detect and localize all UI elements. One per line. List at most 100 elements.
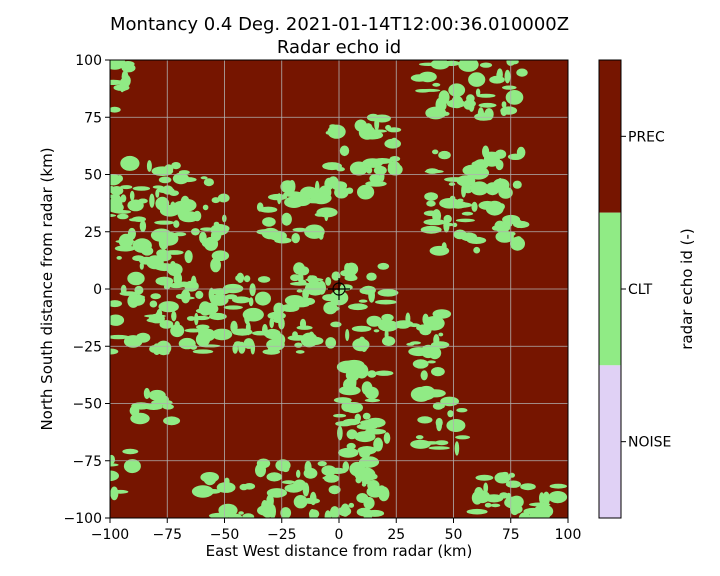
clt-patch: [362, 158, 383, 168]
clt-patch: [293, 495, 308, 509]
clt-patch: [184, 328, 203, 333]
clt-patch: [210, 288, 230, 295]
clt-patch: [131, 216, 146, 222]
clt-patch: [355, 476, 362, 484]
clt-patch: [171, 162, 181, 170]
clt-patch: [464, 189, 472, 194]
clt-patch: [307, 275, 318, 281]
clt-patch: [410, 439, 431, 449]
x-tick-label: −75: [152, 527, 182, 543]
x-axis-label: East West distance from radar (km): [206, 542, 473, 560]
clt-patch: [266, 338, 285, 351]
clt-patch: [516, 146, 526, 159]
clt-patch: [120, 155, 140, 171]
clt-patch: [471, 201, 478, 212]
clt-patch: [321, 465, 337, 476]
clt-patch: [130, 412, 150, 425]
clt-patch: [372, 179, 379, 186]
clt-patch: [113, 210, 132, 214]
clt-patch: [268, 193, 288, 201]
x-axis: −100 −75 −50 −25 0 25 50 75 100: [91, 518, 581, 543]
clt-patch: [173, 272, 183, 286]
clt-patch: [420, 225, 442, 234]
clt-patch: [476, 93, 496, 98]
clt-patch: [361, 482, 367, 487]
clt-patch: [349, 461, 366, 477]
clt-patch: [485, 182, 500, 196]
clt-region: [410, 60, 528, 121]
clt-patch: [317, 461, 327, 467]
clt-patch: [454, 441, 460, 456]
clt-patch: [150, 228, 173, 242]
colorbar-swatch-clt: [599, 212, 621, 366]
clt-patch: [337, 425, 343, 441]
clt-patch: [417, 416, 433, 424]
clt-patch: [122, 448, 139, 455]
x-tick-label: 50: [445, 527, 463, 543]
clt-patch: [198, 301, 212, 316]
clt-patch: [428, 446, 450, 450]
clt-patch: [317, 280, 327, 295]
clt-patch: [442, 111, 450, 116]
clt-patch: [149, 193, 155, 208]
clt-patch: [342, 418, 361, 426]
clt-patch: [150, 293, 161, 300]
clt-patch: [483, 482, 489, 494]
clt-patch: [345, 329, 350, 341]
colorbar-swatch-noise: [599, 365, 621, 518]
clt-patch: [158, 176, 172, 184]
clt-patch: [362, 412, 371, 420]
clt-patch: [303, 467, 318, 479]
clt-patch: [435, 97, 444, 112]
clt-patch: [382, 336, 396, 347]
clt-patch: [504, 496, 522, 509]
clt-patch: [365, 509, 385, 517]
clt-patch: [283, 191, 304, 198]
clt-patch: [510, 236, 525, 251]
clt-patch: [242, 513, 255, 518]
clt-patch: [468, 72, 486, 87]
clt-patch: [151, 166, 174, 176]
clt-patch: [471, 491, 483, 505]
clt-patch: [518, 512, 531, 518]
clt-patch: [154, 220, 175, 225]
clt-patch: [148, 389, 166, 401]
clt-patch: [238, 341, 246, 354]
clt-patch: [393, 320, 414, 328]
clt-patch: [256, 458, 271, 469]
clt-patch: [225, 294, 238, 300]
clt-patch: [308, 509, 320, 518]
clt-patch: [478, 200, 497, 210]
clt-patch: [324, 510, 332, 518]
colorbar-label-prec: PREC: [628, 129, 665, 145]
clt-patch: [387, 127, 402, 133]
clt-patch: [351, 375, 357, 389]
clt-patch: [156, 187, 175, 194]
y-tick-label: −50: [72, 397, 102, 413]
clt-patch: [379, 170, 385, 182]
clt-patch: [157, 254, 170, 258]
clt-region: [191, 472, 256, 518]
clt-patch: [186, 316, 196, 321]
clt-patch: [378, 486, 390, 502]
clt-patch: [205, 489, 221, 494]
clt-patch: [363, 496, 375, 510]
clt-patch: [325, 277, 332, 286]
clt-patch: [280, 507, 292, 518]
clt-patch: [484, 502, 492, 508]
clt-patch: [542, 491, 550, 506]
clt-patch: [324, 177, 334, 190]
clt-patch: [484, 494, 504, 503]
clt-patch: [520, 483, 536, 491]
clt-patch: [146, 160, 152, 172]
clt-patch: [184, 250, 193, 264]
clt-patch: [281, 480, 296, 485]
clt-patch: [242, 307, 264, 322]
clt-patch: [159, 320, 174, 329]
clt-patch: [369, 173, 382, 184]
x-tick-label: −50: [210, 527, 240, 543]
clt-patch: [200, 176, 208, 180]
clt-patch: [193, 315, 210, 321]
clt-patch: [232, 328, 253, 336]
clt-patch: [292, 227, 308, 232]
